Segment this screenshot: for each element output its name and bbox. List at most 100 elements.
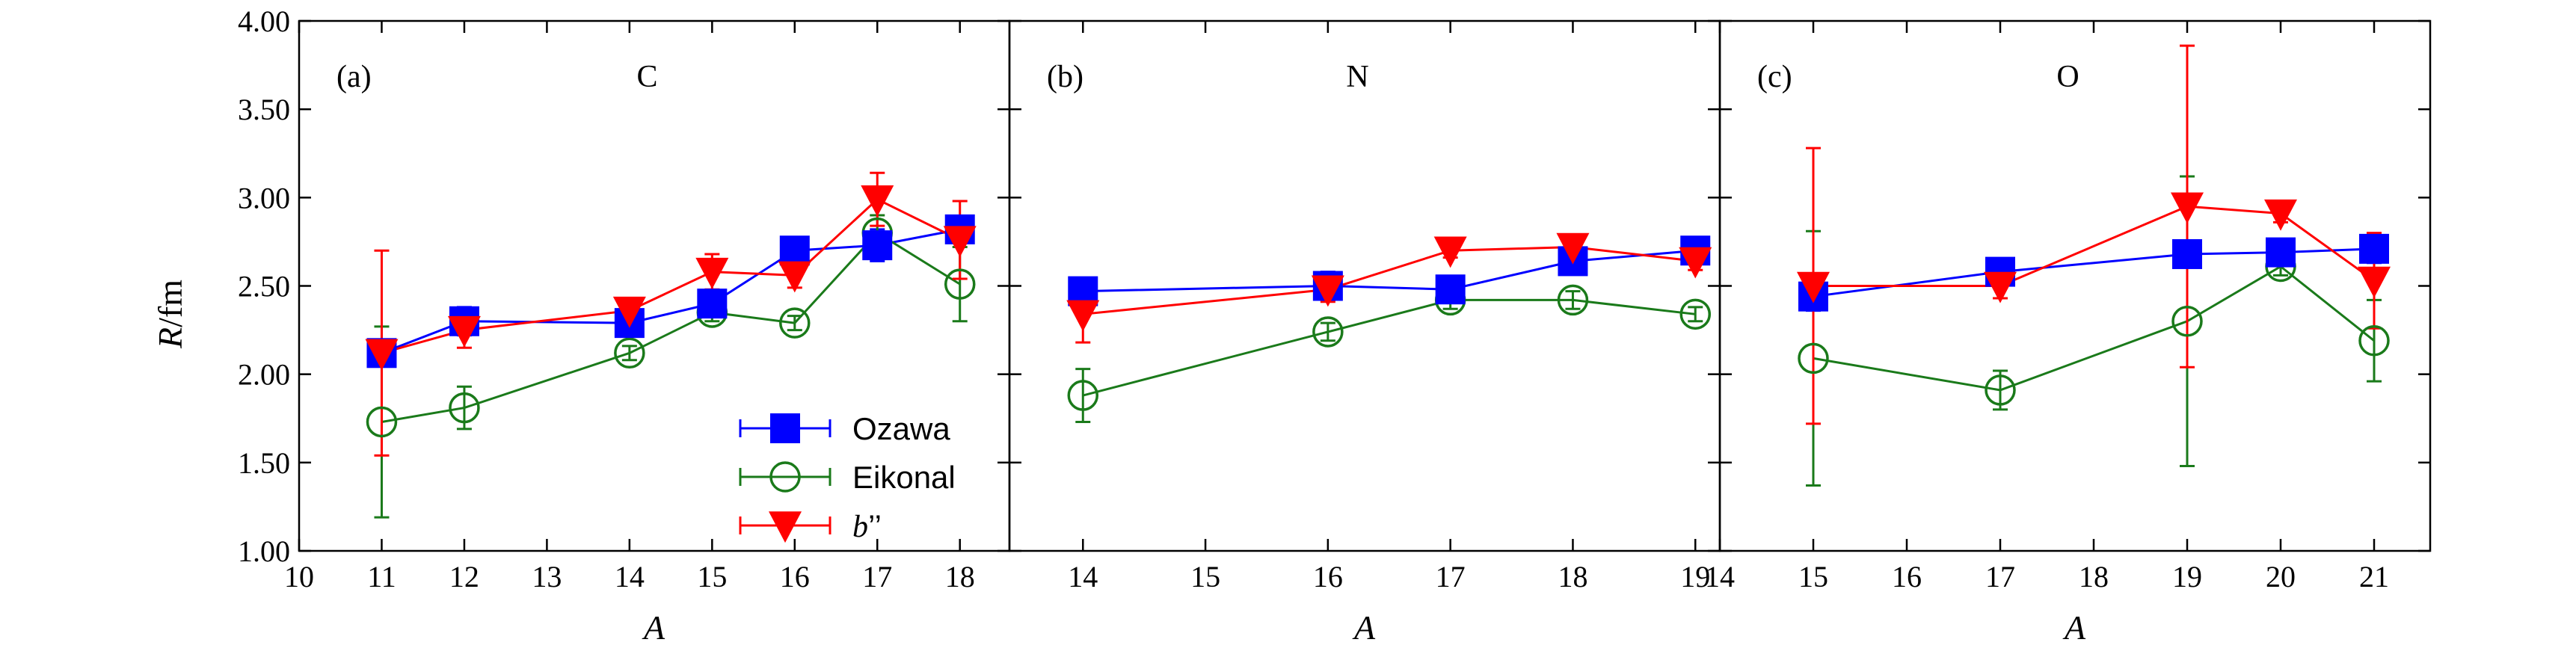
data-point [447,315,481,348]
x-tick-label: 18 [1558,560,1587,593]
data-point [1557,284,1589,316]
legend-label: Ozawa [852,411,950,446]
y-tick-label: 3.00 [238,181,290,215]
series-b [1075,238,1703,344]
data-point [1797,271,1830,303]
y-axis-label-italic: R [151,327,189,349]
x-axis-label: A [2062,608,2086,647]
data-point [2358,266,2391,298]
legend-item-b: b’’ [739,508,882,544]
data-point [1066,300,1100,332]
legend: Ozawa Eikonal b’’ [739,411,956,544]
data-point [1556,232,1590,265]
panel-letter: (a) [336,60,372,94]
panel-C: 10 11 12 13 14 15 16 17 18 1.00 1.50 2.00 2.50 3.00 3.… [238,4,1011,647]
x-tick-label: 18 [2079,560,2109,593]
x-tick-label: 15 [1190,560,1220,593]
data-point [778,261,811,293]
legend-label-primes: ’’ [868,508,882,543]
legend-item-eikonal: Eikonal [739,460,956,495]
x-tick-label: 14 [615,560,645,593]
element-label: O [2056,60,2079,94]
x-tick-label: 14 [1068,560,1098,593]
data-point [366,406,398,438]
x-tick-label: 12 [449,560,479,593]
x-tick-label: 10 [284,560,314,593]
data-point [1311,275,1344,307]
data-point [449,392,480,424]
markers-eikonal [1798,250,2390,406]
y-tick-label: 4.00 [238,4,290,38]
x-tick-label: 15 [1798,560,1828,593]
data-point [365,339,399,371]
legend-marker [769,511,802,543]
x-tick-label: 21 [2359,560,2389,593]
y-tick-label: 2.00 [238,358,290,392]
element-label: N [1346,60,1368,94]
element-label: C [636,60,657,94]
markers-b [1797,192,2391,303]
data-point [697,289,728,319]
legend-marker [769,461,801,493]
data-point [612,296,646,328]
series-line [1082,298,1696,397]
y-tick-label: 2.50 [238,270,290,303]
x-tick-label: 16 [1313,560,1343,593]
panel-N: 14 15 16 17 18 19 A (b) N [1008,19,1721,647]
data-point [1798,342,1829,374]
x-tick-label: 20 [2266,560,2296,593]
panel-letter: (b) [1047,60,1083,94]
x-tick-label: 14 [1705,560,1735,593]
data-point [1067,380,1099,411]
panel-O: 14 15 16 17 18 19 20 21 A (c) O [1705,19,2432,647]
y-axis-label-unit: /fm [151,280,189,327]
series-b [1806,44,2382,425]
x-tick-label: 19 [1680,560,1710,593]
x-tick-label: 17 [1985,560,2015,593]
legend-label-italic: b [852,510,868,544]
data-point [2358,325,2390,357]
data-point [1312,316,1344,348]
x-tick-label: 17 [862,560,892,593]
axis-titles: R/fm [151,280,189,349]
data-point [779,307,811,339]
legend-label: Eikonal [852,460,956,495]
data-point [2266,237,2296,268]
x-tick-label: 17 [1436,560,1466,593]
x-tick-label: 16 [780,560,810,593]
data-point [944,268,976,300]
data-point [2172,238,2202,269]
x-axis-label: A [1352,608,1376,647]
data-point [2171,306,2203,337]
data-point [614,337,645,369]
panel-letter: (c) [1757,60,1792,94]
markers-b [1066,232,1712,332]
data-point [779,235,810,266]
legend-item-ozawa: Ozawa [739,411,950,446]
x-tick-label: 15 [697,560,727,593]
data-point [2359,233,2389,264]
data-point [1433,236,1467,268]
x-tick-label: 11 [367,560,396,593]
x-tick-label: 18 [945,560,975,593]
data-point [943,226,977,258]
markers-b [365,185,977,371]
legend-marker [770,413,800,443]
x-tick-label: 19 [2172,560,2202,593]
y-tick-label: 1.00 [238,534,290,568]
data-point [1984,271,2017,303]
data-point [2264,199,2297,231]
x-tick-label: 16 [1892,560,1922,593]
data-point [1679,298,1711,330]
panels: 10 11 12 13 14 15 16 17 18 1.00 1.50 2.00 2.50 3.00 3.… [238,4,2432,647]
data-point [2171,192,2204,224]
data-point [1985,374,2016,406]
data-point [1435,274,1466,305]
y-axis-label: R/fm [151,280,189,349]
x-tick-label: 13 [532,560,562,593]
data-point [862,230,893,261]
y-tick-label: 1.50 [238,446,290,480]
data-point [1679,247,1712,279]
series-eikonal [1075,290,1703,423]
